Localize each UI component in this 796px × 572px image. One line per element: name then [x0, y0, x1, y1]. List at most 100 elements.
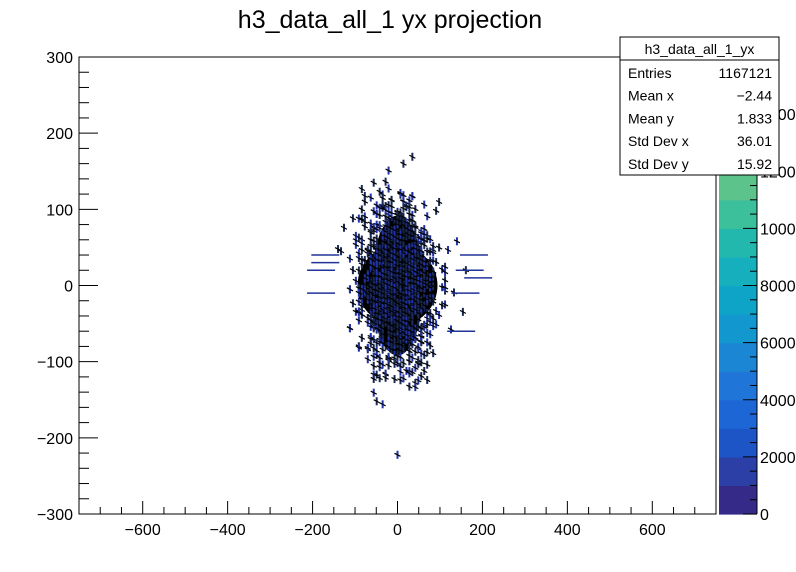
point-marker	[394, 301, 401, 306]
point-marker	[412, 380, 419, 386]
point-marker	[385, 168, 392, 173]
point-marker	[415, 361, 422, 366]
point-marker	[355, 345, 363, 350]
point-marker	[418, 248, 425, 253]
point-marker	[355, 268, 363, 273]
point-marker	[379, 341, 386, 346]
point-marker	[391, 361, 398, 366]
point-marker	[361, 224, 369, 229]
point-marker	[385, 278, 392, 283]
point-marker	[349, 268, 357, 273]
point-marker	[418, 334, 425, 339]
point-marker	[435, 199, 443, 205]
stats-label: Mean y	[628, 110, 674, 126]
stats-value: 15.92	[737, 156, 772, 172]
point-marker	[412, 335, 419, 340]
point-marker	[346, 326, 354, 331]
point-marker	[364, 297, 372, 302]
point-marker	[444, 247, 452, 253]
point-marker	[397, 369, 404, 374]
point-marker	[412, 385, 419, 390]
point-marker	[376, 248, 383, 253]
point-marker	[418, 374, 425, 379]
point-marker	[376, 282, 383, 287]
point-marker	[382, 281, 389, 286]
y-tick-label: 300	[46, 50, 73, 67]
point-marker	[420, 227, 428, 232]
point-marker	[432, 322, 440, 327]
point-marker	[352, 238, 360, 243]
point-marker	[358, 186, 366, 192]
point-marker	[391, 257, 398, 262]
point-marker	[367, 256, 375, 261]
point-marker	[379, 239, 386, 244]
stats-value: 36.01	[737, 133, 772, 149]
point-marker	[394, 263, 401, 268]
point-marker	[418, 351, 425, 356]
point-marker	[459, 309, 467, 314]
point-marker	[355, 290, 363, 295]
point-marker	[388, 347, 395, 352]
point-marker	[423, 282, 431, 287]
point-marker	[358, 304, 366, 309]
point-marker	[397, 355, 404, 360]
point-marker	[409, 276, 416, 281]
point-marker	[397, 320, 404, 325]
point-marker	[391, 334, 398, 339]
x-axis: −600 −400 −200 0 200 400 600	[99, 501, 696, 539]
point-marker	[382, 264, 389, 270]
point-marker	[388, 329, 395, 334]
point-marker	[412, 269, 419, 274]
point-marker	[409, 342, 416, 347]
point-marker	[376, 189, 383, 194]
point-marker	[415, 278, 422, 283]
point-marker	[429, 269, 437, 274]
point-marker	[441, 278, 449, 283]
point-marker	[385, 339, 392, 344]
point-marker	[385, 356, 392, 361]
x-tick-label: −600	[125, 522, 161, 539]
point-marker	[373, 399, 380, 404]
point-marker	[352, 242, 360, 247]
point-marker	[441, 264, 449, 269]
point-marker	[376, 355, 383, 360]
palette-tick-label: 8000	[760, 279, 796, 296]
x-tick-label: −400	[210, 522, 246, 539]
point-marker	[379, 196, 386, 201]
point-marker	[409, 324, 416, 329]
point-marker	[406, 198, 413, 203]
palette-tick-label: 4000	[760, 393, 796, 410]
point-marker	[403, 248, 410, 253]
point-marker	[426, 296, 434, 301]
point-marker	[355, 318, 363, 323]
point-marker	[361, 199, 369, 204]
point-marker	[441, 270, 449, 275]
point-marker	[400, 301, 407, 306]
point-marker	[355, 310, 363, 315]
point-marker	[406, 349, 413, 354]
point-marker	[418, 340, 425, 345]
point-marker	[406, 328, 413, 333]
y-tick-label: 0	[64, 279, 73, 296]
point-marker	[370, 306, 377, 311]
point-marker	[382, 255, 389, 260]
point-marker	[397, 271, 404, 276]
point-marker	[370, 298, 377, 303]
point-marker	[391, 227, 398, 233]
point-marker	[426, 319, 434, 324]
point-marker	[370, 363, 377, 368]
point-marker	[358, 296, 366, 301]
point-marker	[420, 238, 428, 243]
point-marker	[358, 335, 366, 340]
point-marker	[409, 257, 416, 262]
point-marker	[435, 312, 443, 318]
palette-tick-label: 2000	[760, 450, 796, 467]
point-marker	[379, 347, 386, 352]
point-marker	[406, 232, 413, 238]
point-marker	[376, 226, 383, 231]
stats-box: h3_data_all_1_yx Entries 1167121 Mean x −2.…	[619, 36, 780, 176]
point-marker	[423, 249, 431, 254]
point-marker	[364, 357, 372, 362]
point-marker	[397, 232, 404, 237]
point-marker	[397, 282, 404, 287]
